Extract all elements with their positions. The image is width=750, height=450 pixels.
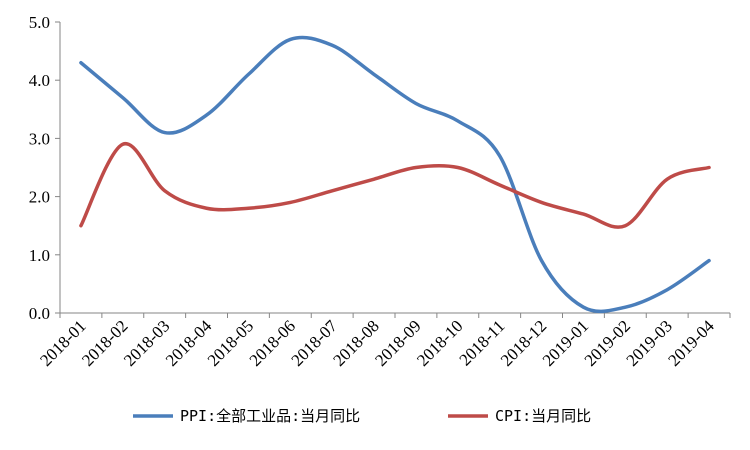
y-tick-label: 2.0: [29, 188, 50, 207]
x-tick-label: 2019-04: [664, 316, 718, 370]
x-tick-label: 2018-05: [204, 316, 258, 370]
x-tick-label: 2019-01: [539, 316, 593, 370]
x-tick-label: 2018-07: [288, 316, 342, 370]
x-tick-label: 2018-09: [371, 316, 425, 370]
y-tick-label: 5.0: [29, 13, 50, 32]
x-tick-label: 2018-10: [413, 316, 467, 370]
series-line-2: [79, 142, 711, 229]
axes: 0.01.02.03.04.05.02018-012018-022018-032…: [29, 13, 731, 370]
x-tick-label: 2018-03: [120, 316, 174, 370]
x-tick-label: 2018-12: [497, 316, 551, 370]
x-tick-label: 2018-08: [329, 316, 383, 370]
legend-label: PPI:全部工业品:当月同比: [180, 407, 360, 425]
legend-label: CPI:当月同比: [495, 407, 591, 425]
y-tick-label: 3.0: [29, 129, 50, 148]
series-layer: [79, 35, 711, 314]
y-tick-label: 1.0: [29, 246, 50, 265]
x-tick-label: 2019-03: [623, 316, 677, 370]
x-tick-label: 2018-06: [246, 316, 300, 370]
legend-item-1: PPI:全部工业品:当月同比: [133, 407, 360, 425]
legend-item-2: CPI:当月同比: [448, 407, 591, 425]
legend: PPI:全部工业品:当月同比 CPI:当月同比: [133, 407, 591, 425]
y-tick-label: 4.0: [29, 71, 50, 90]
x-tick-label: 2019-02: [581, 316, 635, 370]
x-tick-label: 2018-02: [78, 316, 132, 370]
y-tick-label: 0.0: [29, 304, 50, 323]
x-tick-label: 2018-01: [36, 316, 90, 370]
series-line-1: [79, 35, 711, 314]
x-tick-label: 2018-04: [162, 316, 216, 370]
